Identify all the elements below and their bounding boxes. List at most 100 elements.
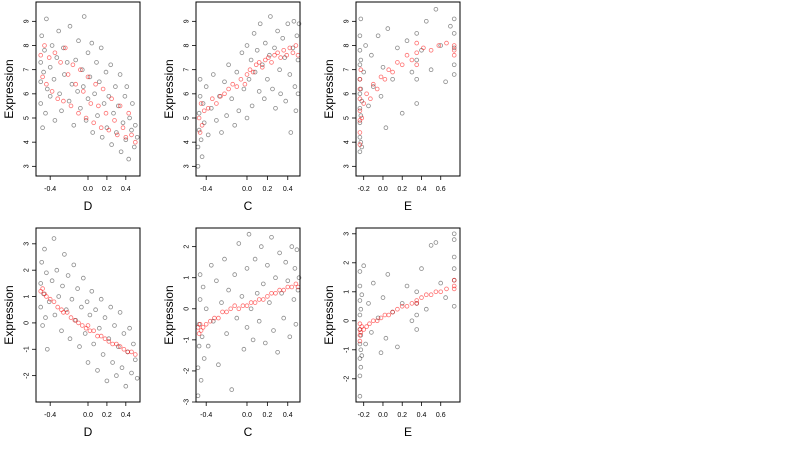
data-point (451, 62, 457, 68)
fitted-point (226, 86, 231, 92)
data-point (357, 312, 363, 318)
fitted-point (374, 318, 380, 324)
fitted-point (436, 43, 442, 48)
data-point (451, 72, 457, 77)
data-point (443, 295, 448, 300)
data-point (216, 362, 221, 368)
x-tick-label: -0.4 (200, 186, 212, 193)
fitted-point (87, 328, 93, 334)
y-tick-label: 4 (184, 140, 191, 144)
data-point (69, 296, 75, 302)
data-point (195, 365, 201, 371)
data-point (259, 62, 265, 68)
x-tick-label: -0.4 (200, 412, 212, 419)
fitted-point (88, 101, 94, 106)
y-tick-label: 3 (24, 164, 31, 168)
data-point (99, 135, 105, 140)
data-point (98, 45, 104, 51)
x-tick-label: -0.2 (358, 186, 370, 193)
fitted-point (395, 306, 400, 312)
fitted-point (374, 86, 380, 92)
fitted-point (358, 67, 364, 72)
fitted-point (129, 349, 134, 355)
fitted-point (357, 338, 363, 344)
data-point (262, 340, 268, 346)
data-point (113, 84, 118, 89)
fitted-point (106, 127, 112, 133)
data-point (118, 149, 124, 155)
data-point (205, 343, 211, 349)
fitted-point (123, 135, 129, 140)
data-point (89, 288, 95, 294)
data-point (209, 262, 214, 268)
fitted-point (210, 96, 215, 101)
fitted-point (367, 321, 372, 327)
fitted-point (76, 320, 81, 326)
data-point (357, 283, 363, 289)
y-tick-label: 2 (344, 261, 351, 265)
data-point (108, 62, 113, 68)
data-point (61, 45, 66, 51)
data-point (69, 81, 75, 87)
data-point (195, 144, 201, 150)
fitted-point (256, 297, 262, 302)
y-axis-label: Expression (2, 285, 16, 344)
fitted-point (224, 309, 229, 315)
data-point (375, 33, 381, 39)
fitted-point (98, 333, 104, 339)
data-point (267, 52, 272, 58)
fitted-point (281, 47, 287, 53)
data-point (39, 259, 44, 265)
data-point (71, 123, 77, 128)
x-tick-label: 0.0 (83, 186, 93, 193)
data-point (197, 94, 203, 99)
data-point (295, 57, 301, 63)
data-point (289, 244, 295, 249)
fitted-point (370, 81, 376, 87)
data-point (211, 72, 216, 77)
data-point (433, 7, 439, 12)
data-point (269, 235, 274, 240)
data-point (198, 137, 204, 143)
fitted-point (269, 290, 274, 296)
fitted-point (76, 110, 81, 116)
fitted-point (114, 341, 119, 347)
fitted-point (359, 115, 365, 121)
x-tick-label: 0.4 (283, 186, 293, 193)
y-tick-label: 6 (24, 92, 31, 96)
data-point (277, 250, 282, 256)
data-point (423, 306, 429, 312)
fitted-point (95, 333, 100, 339)
data-point (84, 299, 90, 305)
data-point (291, 18, 297, 24)
data-point (241, 86, 247, 92)
data-point (42, 246, 47, 252)
fitted-point (232, 303, 238, 309)
data-point (67, 336, 73, 342)
data-point (100, 352, 106, 357)
data-point (265, 262, 270, 268)
data-point (399, 110, 405, 116)
data-point (283, 259, 289, 265)
fitted-point (357, 142, 363, 147)
fitted-point (73, 81, 78, 87)
fitted-point (414, 62, 420, 68)
fitted-point (199, 123, 205, 128)
data-point (267, 300, 272, 305)
fitted-point (98, 125, 104, 130)
data-point (87, 74, 93, 80)
x-axis-label: E (404, 425, 412, 439)
data-point (197, 77, 203, 82)
y-tick-label: 4 (24, 140, 31, 144)
data-point (296, 275, 302, 281)
data-point (97, 79, 102, 85)
data-point (451, 303, 457, 309)
y-tick-label: 6 (344, 92, 351, 96)
data-point (54, 55, 60, 60)
data-point (358, 57, 364, 63)
fitted-point (382, 312, 388, 318)
data-point (43, 110, 48, 116)
fitted-point (129, 132, 134, 138)
fitted-point (364, 91, 369, 97)
